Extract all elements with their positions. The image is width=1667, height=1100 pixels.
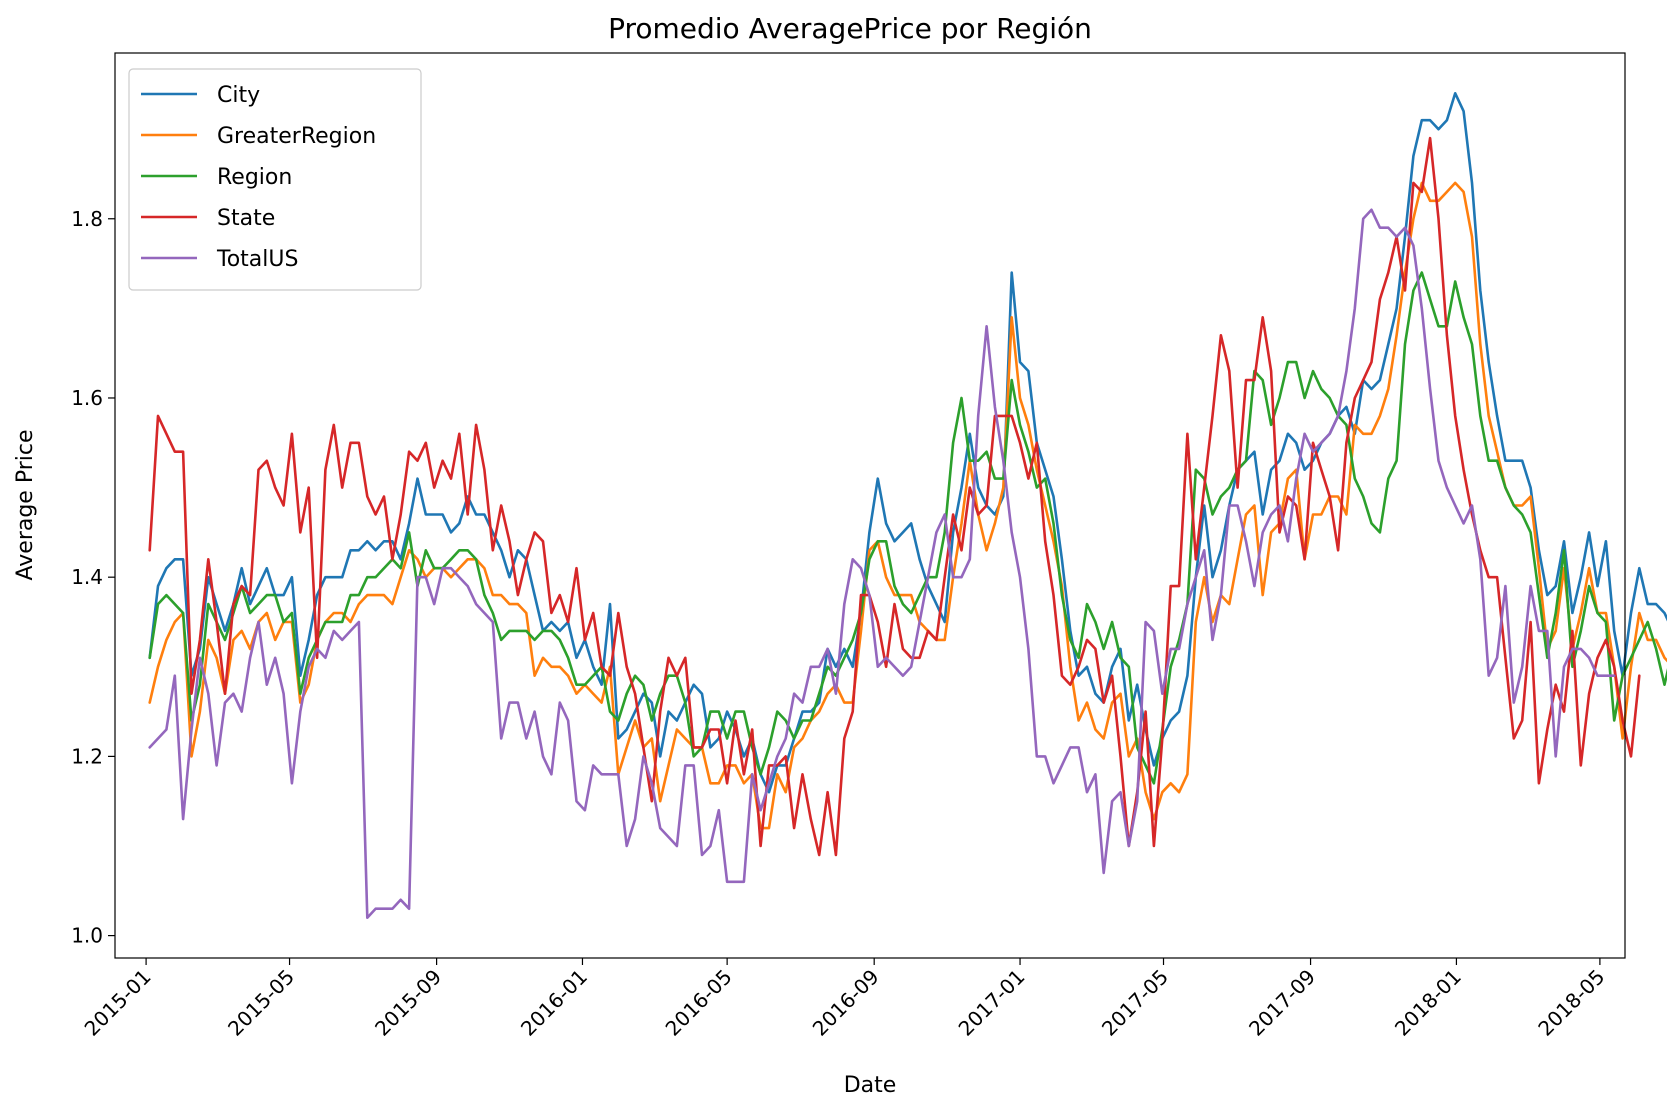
legend-label: GreaterRegion: [217, 124, 376, 149]
series-line-state: [148, 136, 1641, 857]
y-axis: 1.0 1.2 1.4 1.6 1.8: [71, 207, 115, 948]
legend-label: TotalUS: [216, 247, 298, 272]
x-tick-label: 2015-01: [80, 965, 156, 1041]
x-axis: 2015-01 2015-05 2015-09 2016-01 2016-05 2016-…: [80, 958, 1609, 1041]
x-tick-label: 2017-05: [1097, 965, 1173, 1041]
legend-label: Region: [217, 165, 292, 190]
y-tick-label: 1.8: [71, 207, 103, 231]
y-tick-label: 1.6: [71, 386, 103, 410]
series-layer: [148, 92, 1667, 920]
x-tick-label: 2016-05: [661, 965, 737, 1041]
series-line-city: [148, 92, 1667, 794]
legend-label: State: [217, 206, 275, 231]
y-axis-label: Average Price: [13, 429, 38, 580]
series-line-greaterregion: [148, 181, 1667, 830]
x-tick-label: 2016-09: [808, 965, 884, 1041]
x-tick-label: 2018-01: [1390, 965, 1466, 1041]
y-tick-label: 1.4: [71, 565, 103, 589]
chart-title: Promedio AveragePrice por Región: [608, 12, 1092, 45]
series-line-totalus: [148, 208, 1616, 920]
x-tick-label: 2017-01: [954, 965, 1030, 1041]
plot-frame: [114, 52, 1626, 959]
legend-box: [128, 68, 422, 291]
x-tick-label: 2015-09: [370, 965, 446, 1041]
x-tick-label: 2017-09: [1244, 965, 1320, 1041]
x-tick-label: 2018-05: [1533, 965, 1609, 1041]
y-tick-label: 1.2: [71, 744, 103, 768]
legend-label: City: [217, 83, 260, 108]
x-tick-label: 2015-05: [223, 965, 299, 1041]
y-tick-label: 1.0: [71, 924, 103, 948]
x-tick-label: 2016-01: [516, 965, 592, 1041]
x-axis-label: Date: [844, 1073, 897, 1098]
legend: City GreaterRegion Region State TotalUS: [128, 68, 422, 291]
